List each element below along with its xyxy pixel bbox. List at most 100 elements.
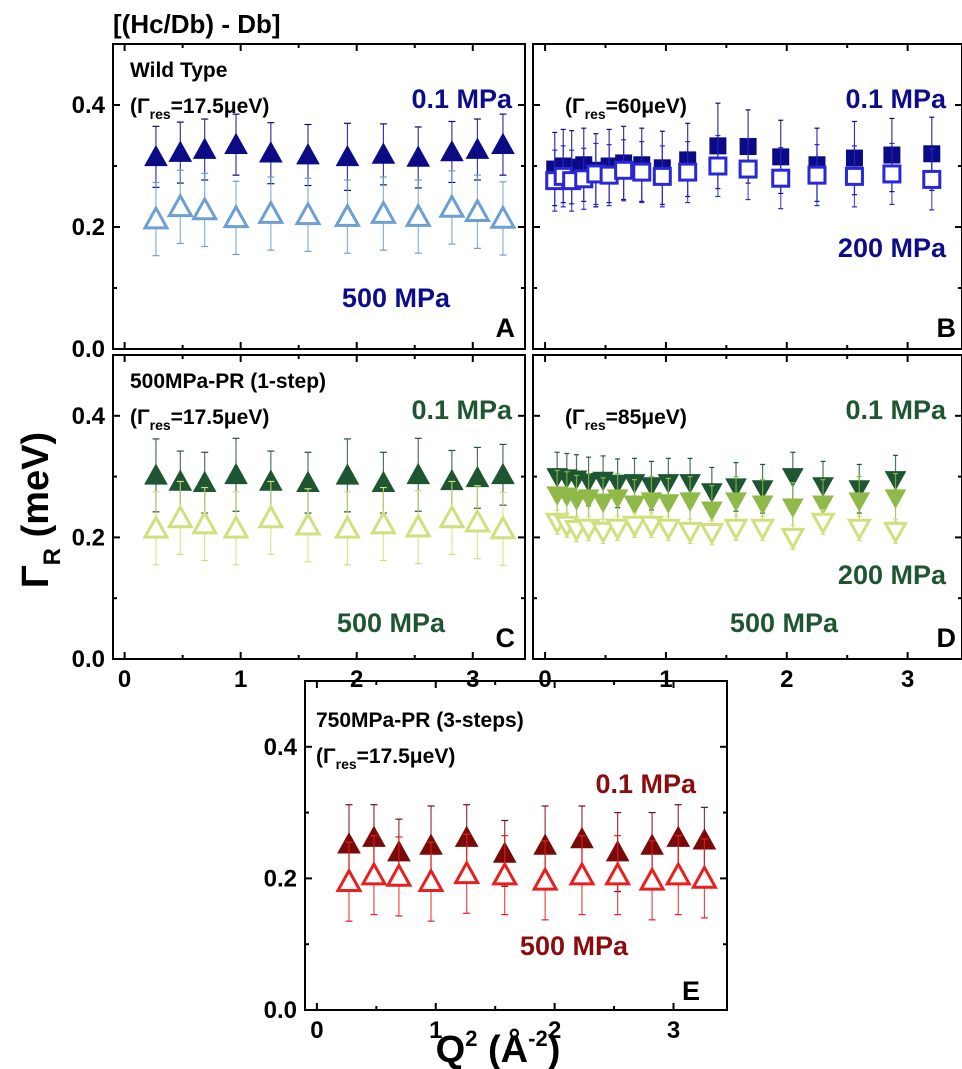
data-point xyxy=(191,195,219,221)
data-point xyxy=(531,866,559,891)
pressure-label: 0.1 MPa xyxy=(845,395,947,425)
data-point xyxy=(638,866,666,891)
data-point xyxy=(465,137,490,159)
pressure-label: 500 MPa xyxy=(730,608,839,638)
x-axis-label-symbol: Q xyxy=(436,1029,466,1069)
x-tick-label: 0 xyxy=(310,1017,323,1044)
resolution-label: (Γres=85μeV) xyxy=(565,406,687,433)
data-point xyxy=(738,159,758,179)
data-point xyxy=(257,503,285,529)
data-point xyxy=(258,141,283,163)
data-point xyxy=(222,514,250,539)
data-point xyxy=(621,515,648,539)
data-point xyxy=(884,489,907,509)
y-tick-label: 0.4 xyxy=(264,734,298,761)
data-point xyxy=(882,164,902,184)
data-point xyxy=(222,203,250,229)
data-point xyxy=(690,864,718,889)
data-point xyxy=(335,867,363,892)
data-point xyxy=(489,204,517,229)
data-point xyxy=(404,512,432,538)
panel-title: Wild Type xyxy=(130,59,227,82)
data-point xyxy=(655,518,681,542)
x-tick-label: 2 xyxy=(350,666,363,693)
data-point xyxy=(491,462,515,485)
panel-letter: C xyxy=(496,623,516,653)
data-point xyxy=(463,197,491,223)
data-point xyxy=(335,144,360,167)
data-point xyxy=(385,862,413,887)
data-point xyxy=(723,518,749,542)
resolution-subscript: res xyxy=(336,756,357,772)
panel-title: 750MPa-PR (3-steps) xyxy=(316,709,524,732)
pressure-label: 0.1 MPa xyxy=(845,84,947,114)
series-2 xyxy=(142,480,517,566)
data-point xyxy=(568,861,596,886)
data-point xyxy=(701,501,723,522)
x-axis-label-unit-superscript: -2 xyxy=(528,1026,548,1051)
resolution-label: (Γres=17.5μeV) xyxy=(316,745,455,772)
data-point xyxy=(489,514,517,540)
data-point xyxy=(440,139,464,162)
figure-header: [(Hc/Db) - Db] xyxy=(113,9,281,39)
data-point xyxy=(807,165,827,185)
resolution-value: =17.5μeV) xyxy=(357,745,456,768)
y-axis-label-unit: (meV) xyxy=(15,432,57,548)
data-point xyxy=(780,527,806,551)
data-point xyxy=(848,492,871,512)
panel-e: 0.0 0.2 0.4 0 1 2 3 750MPa-PR (3-steps) (Γres=17… xyxy=(264,680,728,1044)
x-tick-label: 3 xyxy=(901,666,914,693)
data-point xyxy=(922,169,942,189)
series-1 xyxy=(144,437,515,514)
data-point xyxy=(369,199,397,224)
data-point xyxy=(491,861,519,886)
data-point xyxy=(166,503,194,529)
data-point xyxy=(406,145,431,167)
data-point xyxy=(810,512,836,536)
panel-letter: B xyxy=(937,313,957,343)
x-axis-label: Q2 (Å-2) xyxy=(436,1026,561,1069)
data-point xyxy=(406,462,431,485)
data-point xyxy=(781,498,804,519)
y-tick-label: 0.2 xyxy=(264,865,297,892)
y-tick-label: 0.0 xyxy=(264,997,297,1024)
pressure-label: 500 MPa xyxy=(342,283,451,313)
data-point xyxy=(844,166,864,186)
x-tick-label: 1 xyxy=(429,1017,442,1044)
data-point xyxy=(781,468,804,488)
data-point xyxy=(166,192,194,218)
panel-letter: D xyxy=(937,623,957,653)
data-point xyxy=(640,492,663,512)
data-point xyxy=(725,492,747,512)
data-point xyxy=(335,463,360,485)
pressure-label: 0.1 MPa xyxy=(595,769,697,799)
resolution-prefix: (Γ xyxy=(565,95,585,118)
data-point xyxy=(638,515,664,539)
resolution-value: =60μeV) xyxy=(606,95,687,118)
pressure-label: 0.1 MPa xyxy=(411,84,513,114)
data-point xyxy=(296,142,320,165)
series-1 xyxy=(144,113,515,191)
data-point xyxy=(144,144,168,167)
plot-frame xyxy=(112,43,526,350)
resolution-prefix: (Γ xyxy=(130,406,150,429)
series-2 xyxy=(142,169,517,257)
y-axis-label: ΓR (meV) xyxy=(15,432,66,588)
data-point xyxy=(623,495,646,515)
panel-d: 0 1 2 3 (Γres=85μeV) 0.1 MPa 200 MPa 500 MPa D xyxy=(532,354,962,693)
pressure-label: 200 MPa xyxy=(838,233,947,263)
series-1 xyxy=(546,102,941,208)
pressure-label: 0.1 MPa xyxy=(411,395,513,425)
data-point xyxy=(369,509,397,535)
data-point xyxy=(812,495,834,515)
resolution-value: =85μeV) xyxy=(606,406,687,429)
x-tick-label: 2 xyxy=(780,666,793,693)
panel-letter: E xyxy=(682,976,700,1006)
data-point xyxy=(224,132,248,154)
data-point xyxy=(192,137,217,159)
data-point xyxy=(664,861,692,886)
data-point xyxy=(168,140,193,162)
data-point xyxy=(652,166,672,186)
pressure-label: 200 MPa xyxy=(838,560,947,590)
